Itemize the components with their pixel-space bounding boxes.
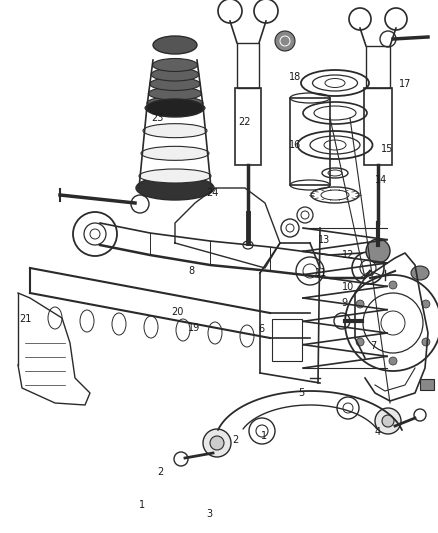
Bar bbox=[290, 98, 330, 185]
Text: 15: 15 bbox=[381, 144, 393, 154]
Ellipse shape bbox=[146, 99, 204, 117]
Text: 17: 17 bbox=[399, 79, 411, 89]
Text: 9: 9 bbox=[342, 298, 348, 308]
Text: 20: 20 bbox=[171, 307, 183, 317]
Bar bbox=[237, 43, 259, 88]
Text: 2: 2 bbox=[158, 467, 164, 477]
Circle shape bbox=[389, 357, 397, 365]
Ellipse shape bbox=[136, 176, 214, 200]
Text: 2: 2 bbox=[232, 435, 238, 445]
Circle shape bbox=[375, 408, 401, 434]
Circle shape bbox=[422, 300, 430, 308]
Text: 5: 5 bbox=[298, 389, 304, 398]
Ellipse shape bbox=[147, 96, 203, 109]
Circle shape bbox=[389, 281, 397, 289]
Ellipse shape bbox=[150, 77, 200, 91]
Text: 10: 10 bbox=[342, 282, 354, 292]
Ellipse shape bbox=[153, 36, 197, 54]
Text: 22: 22 bbox=[239, 117, 251, 126]
Circle shape bbox=[356, 338, 364, 346]
Text: 14: 14 bbox=[374, 175, 387, 185]
Bar bbox=[420, 379, 434, 390]
Text: 11: 11 bbox=[315, 268, 328, 278]
Circle shape bbox=[382, 415, 394, 427]
Text: 3: 3 bbox=[206, 510, 212, 519]
Bar bbox=[272, 319, 302, 361]
Text: 6: 6 bbox=[258, 325, 265, 334]
Bar bbox=[366, 46, 390, 88]
Circle shape bbox=[422, 338, 430, 346]
Text: 23: 23 bbox=[151, 114, 163, 123]
Text: 1: 1 bbox=[139, 500, 145, 510]
Text: 1: 1 bbox=[261, 431, 267, 441]
Ellipse shape bbox=[141, 147, 209, 160]
Text: 21: 21 bbox=[20, 314, 32, 324]
Text: 18: 18 bbox=[289, 72, 301, 82]
Ellipse shape bbox=[411, 266, 429, 280]
Text: 24: 24 bbox=[206, 188, 218, 198]
Ellipse shape bbox=[145, 101, 205, 115]
Circle shape bbox=[203, 429, 231, 457]
Bar bbox=[364, 88, 392, 165]
Text: 13: 13 bbox=[318, 235, 330, 245]
Ellipse shape bbox=[151, 68, 199, 81]
Circle shape bbox=[366, 239, 390, 263]
Circle shape bbox=[210, 436, 224, 450]
Ellipse shape bbox=[139, 169, 211, 183]
Ellipse shape bbox=[148, 87, 201, 100]
Text: 16: 16 bbox=[289, 140, 301, 150]
Text: 7: 7 bbox=[370, 342, 376, 351]
Text: 8: 8 bbox=[188, 266, 194, 276]
Text: 12: 12 bbox=[342, 250, 354, 260]
Bar bbox=[235, 88, 261, 165]
Ellipse shape bbox=[152, 59, 198, 71]
Circle shape bbox=[275, 31, 295, 51]
Circle shape bbox=[356, 300, 364, 308]
Text: 19: 19 bbox=[188, 323, 201, 333]
Text: 4: 4 bbox=[374, 427, 381, 437]
Ellipse shape bbox=[143, 124, 207, 138]
